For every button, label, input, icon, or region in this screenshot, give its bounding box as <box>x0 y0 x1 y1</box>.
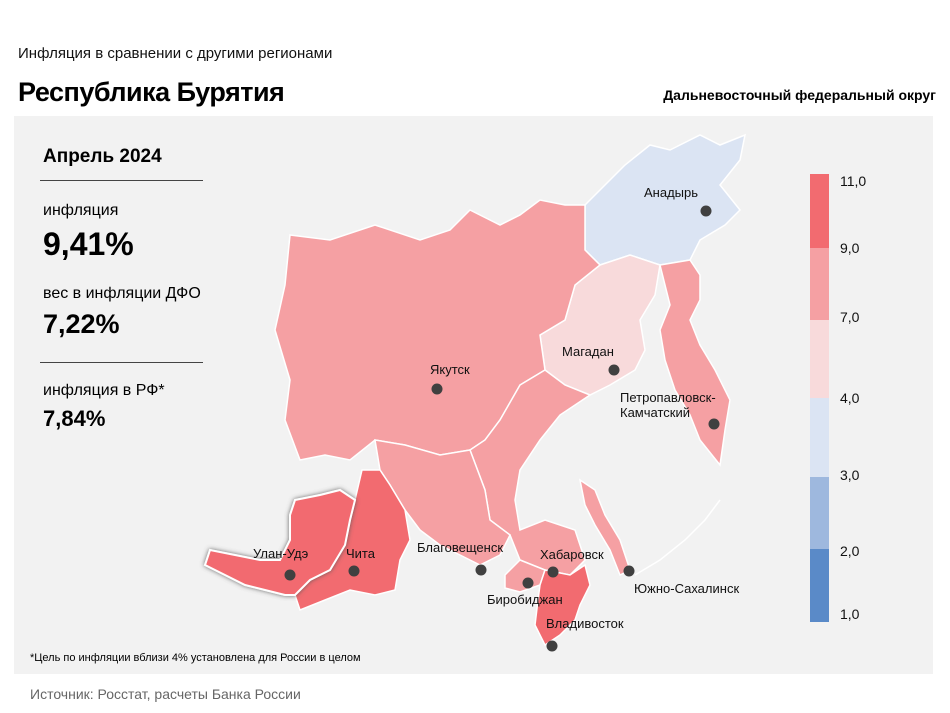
city-marker-petropavlovsk <box>708 418 720 430</box>
divider-top <box>40 180 203 181</box>
scale-bin-below-2 <box>810 549 829 622</box>
city-label-magadan: Магадан <box>562 344 614 359</box>
scale-tick-2: 2,0 <box>840 543 860 559</box>
city-marker-chita <box>348 565 360 577</box>
city-label-yuzhno-sakhalinsk: Южно-Сахалинск <box>634 581 739 596</box>
footnote: *Цель по инфляции вблизи 4% установлена … <box>30 652 361 664</box>
source-note: Источник: Росстат, расчеты Банка России <box>30 686 301 702</box>
city-marker-anadyr <box>700 205 712 217</box>
scale-bin-3-4 <box>810 398 829 477</box>
divider-bottom <box>40 362 203 363</box>
scale-tick-7: 7,0 <box>840 309 860 325</box>
city-label-blagoveshchensk: Благовещенск <box>417 540 503 555</box>
scale-tick-3: 3,0 <box>840 467 860 483</box>
scale-bin-above-9 <box>810 174 829 248</box>
city-label-petropavlovsk-1: Петропавловск- <box>620 390 716 405</box>
rf-inflation-value: 7,84% <box>43 406 106 431</box>
city-label-birobidzhan: Биробиджан <box>487 592 563 607</box>
city-label-khabarovsk: Хабаровск <box>540 547 604 562</box>
kuril-islands <box>634 499 721 576</box>
region-buryatia <box>203 488 357 596</box>
inflation-label: инфляция <box>43 202 119 219</box>
weight-value: 7,22% <box>43 309 120 339</box>
city-label-vladivostok: Владивосток <box>546 616 624 631</box>
rf-inflation-label: инфляция в РФ* <box>43 382 165 399</box>
city-label-anadyr: Анадырь <box>644 185 698 200</box>
scale-bin-2-3 <box>810 477 829 549</box>
city-marker-khabarovsk <box>547 566 559 578</box>
region-kamchatka <box>659 259 731 467</box>
region-chukotka <box>584 133 747 266</box>
page-title: Республика Бурятия <box>18 77 285 107</box>
city-label-ulan-ude: Улан-Удэ <box>253 546 309 561</box>
scale-tick-11: 11,0 <box>840 173 866 189</box>
chart-supertitle: Инфляция в сравнении с другими регионами <box>18 45 333 62</box>
city-marker-birobidzhan <box>522 577 534 589</box>
city-marker-yuzhno-sakhalinsk <box>623 565 635 577</box>
city-label-petropavlovsk-2: Камчатский <box>620 405 690 420</box>
scale-bin-7-9 <box>810 248 829 320</box>
scale-tick-4: 4,0 <box>840 390 860 406</box>
district-label: Дальневосточный федеральный округ <box>663 87 936 103</box>
city-marker-magadan <box>608 364 620 376</box>
scale-bin-4-7 <box>810 320 829 398</box>
city-marker-yakutsk <box>431 383 443 395</box>
weight-label: вес в инфляции ДФО <box>43 285 201 302</box>
inflation-value: 9,41% <box>43 226 134 262</box>
city-marker-vladivostok <box>546 640 558 652</box>
color-scale: 11,0 9,0 7,0 4,0 3,0 2,0 1,0 <box>810 173 866 622</box>
region-khabarovsk <box>469 369 592 576</box>
city-marker-ulan-ude <box>284 569 296 581</box>
city-label-chita: Чита <box>346 546 376 561</box>
region-yakutia <box>274 199 602 461</box>
scale-tick-1: 1,0 <box>840 606 860 622</box>
city-marker-blagoveshchensk <box>475 564 487 576</box>
scale-tick-9: 9,0 <box>840 240 860 256</box>
city-label-yakutsk: Якутск <box>430 362 470 377</box>
region-primorsky <box>534 563 591 647</box>
period-label: Апрель 2024 <box>43 146 162 167</box>
